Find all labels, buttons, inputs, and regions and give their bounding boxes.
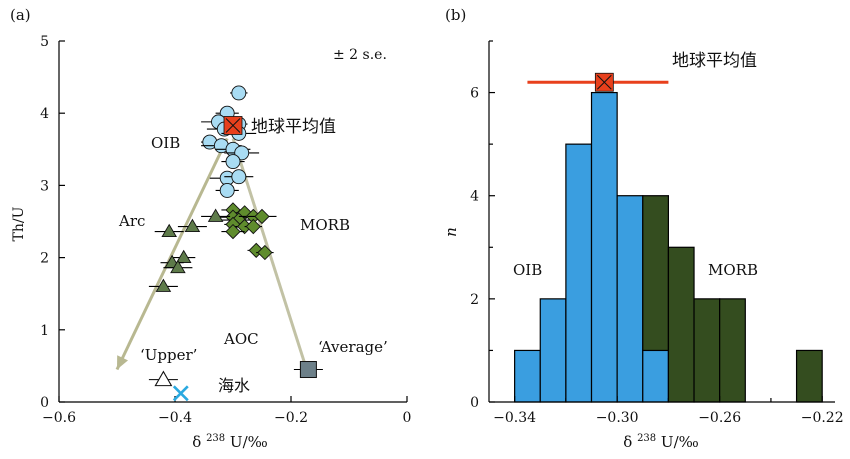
arc-point xyxy=(175,249,192,264)
panel-a-x-tick-label: −0.2 xyxy=(274,410,308,426)
panel-b-ticks: −0.34 −0.30 −0.26 −0.22 0 2 4 6 xyxy=(470,40,844,426)
label-b-morb: MORB xyxy=(708,261,758,279)
panel-b-x-axis-label-mass: 238 xyxy=(637,433,656,444)
label-aoc: AOC xyxy=(223,330,259,348)
morb-data-point xyxy=(221,223,245,240)
panel-a-trend-lines xyxy=(115,137,307,371)
panel-b-y-axis-label: n xyxy=(442,227,460,237)
oib-point xyxy=(225,154,241,170)
panel-b-earth-average xyxy=(527,72,669,92)
label-b-oib: OIB xyxy=(513,261,542,279)
morb-point xyxy=(225,223,241,240)
panel-a-x-axis-label-mass: 238 xyxy=(206,433,225,444)
panel-a-x-tick-label: −0.6 xyxy=(42,410,76,426)
panel-a-x-tick-label: 0 xyxy=(403,410,412,426)
special-data-point xyxy=(293,361,323,379)
panel-a-y-tick-label: 5 xyxy=(40,34,49,50)
oib-point xyxy=(231,169,247,185)
panel-a-ticks: −0.6 −0.4 −0.2 0 0 1 2 3 4 5 xyxy=(40,34,411,426)
panel-a-x-axis-label-unit: U/‰ xyxy=(225,433,268,451)
panel-b-y-tick-label: 4 xyxy=(470,189,479,205)
arc-data-point xyxy=(163,259,193,274)
panel-b-x-tick-label: −0.30 xyxy=(596,410,639,426)
panel-b-x-tick-label: −0.22 xyxy=(801,410,844,426)
average-point xyxy=(299,361,317,379)
label-seawater: 海水 xyxy=(218,376,250,395)
panel-a-y-tick-label: 4 xyxy=(40,106,49,122)
upper-point xyxy=(154,370,173,387)
panel-b-x-tick-label: −0.26 xyxy=(698,410,741,426)
panel-b-y-tick-label: 2 xyxy=(470,292,479,308)
label-b-earth-average: 地球平均值 xyxy=(672,51,757,71)
arc-point xyxy=(170,259,186,274)
oib-bar xyxy=(616,195,644,403)
panel-a-x-axis-label: δ 238 U/‰ xyxy=(192,433,268,451)
arc-data-point xyxy=(154,223,184,238)
morb-point xyxy=(254,208,270,225)
arc-point xyxy=(155,278,172,292)
panel-b-bars xyxy=(514,91,823,403)
oib-bar xyxy=(642,349,670,403)
arc-point xyxy=(207,208,224,222)
morb-data-point xyxy=(244,218,262,235)
panel-b-x-axis-label: δ 238 U/‰ xyxy=(623,433,699,451)
special-data-point xyxy=(172,385,189,402)
arc-data-point xyxy=(201,208,231,222)
morb-bar xyxy=(642,195,670,352)
earth-average-cross xyxy=(225,118,241,133)
panel-a-y-tick-label: 2 xyxy=(40,251,49,267)
label-morb: MORB xyxy=(300,216,350,234)
panel-b-label: (b) xyxy=(445,6,466,24)
special-data-point xyxy=(148,370,178,387)
morb-bar xyxy=(795,349,823,403)
label-oib: OIB xyxy=(151,134,180,152)
seawater-point xyxy=(172,385,189,402)
label-arc: Arc xyxy=(118,212,145,230)
morb-bar xyxy=(693,298,721,403)
oib-bar xyxy=(539,298,567,403)
oib-data-point xyxy=(224,169,254,185)
earth-average-cross xyxy=(596,74,612,90)
morb-bar xyxy=(719,298,746,403)
arc-point xyxy=(184,218,201,233)
oib-bar xyxy=(590,91,618,403)
label-earth-average: 地球平均值 xyxy=(251,117,336,137)
panel-a-y-tick-label: 0 xyxy=(40,395,49,411)
oib-data-point xyxy=(221,154,245,170)
panel-b: (b) −0.34 −0.30 −0.26 −0.22 0 2 4 6 n δ 238 U/‰… xyxy=(442,6,844,451)
arc-point xyxy=(161,223,177,238)
label-average: ‘Average’ xyxy=(318,338,388,356)
trend-line xyxy=(115,137,229,371)
panel-b-y-tick-label: 6 xyxy=(470,86,479,102)
panel-a-label: (a) xyxy=(10,6,31,24)
trend-arrow-head xyxy=(117,355,129,370)
panel-a-error-note: ± 2 s.e. xyxy=(333,47,387,63)
panel-a: (a) −0.6 −0.4 −0.2 0 0 1 2 3 4 5 Th/U δ 238 U/‰ ±… xyxy=(10,6,411,451)
panel-a-points xyxy=(148,85,323,402)
panel-a-x-tick-label: −0.4 xyxy=(158,410,192,426)
panel-a-y-axis-label: Th/U xyxy=(11,206,27,241)
panel-b-y-tick-label: 0 xyxy=(470,395,479,411)
oib-data-point xyxy=(230,85,248,101)
oib-bar xyxy=(514,349,541,403)
label-upper: ‘Upper’ xyxy=(140,346,197,364)
arc-data-point xyxy=(148,278,178,292)
oib-data-point xyxy=(215,183,239,198)
morb-point xyxy=(257,244,273,261)
panel-a-labels: OIB Arc MORB AOC 地球平均值 ‘Upper’ ‘Average’… xyxy=(118,117,388,395)
panel-b-x-axis-label-unit: U/‰ xyxy=(656,433,699,451)
panel-a-y-tick-label: 3 xyxy=(40,178,49,194)
oib-point xyxy=(219,183,235,198)
oib-point xyxy=(231,85,247,101)
panel-b-x-tick-label: −0.34 xyxy=(493,410,536,426)
morb-data-point xyxy=(256,244,274,261)
special-data-point xyxy=(223,116,243,135)
arc-data-point xyxy=(177,218,207,233)
morb-point xyxy=(245,218,261,235)
panel-a-y-tick-label: 1 xyxy=(40,323,49,339)
oib-bar xyxy=(565,143,593,403)
morb-data-point xyxy=(247,208,277,225)
morb-bar xyxy=(667,246,695,403)
